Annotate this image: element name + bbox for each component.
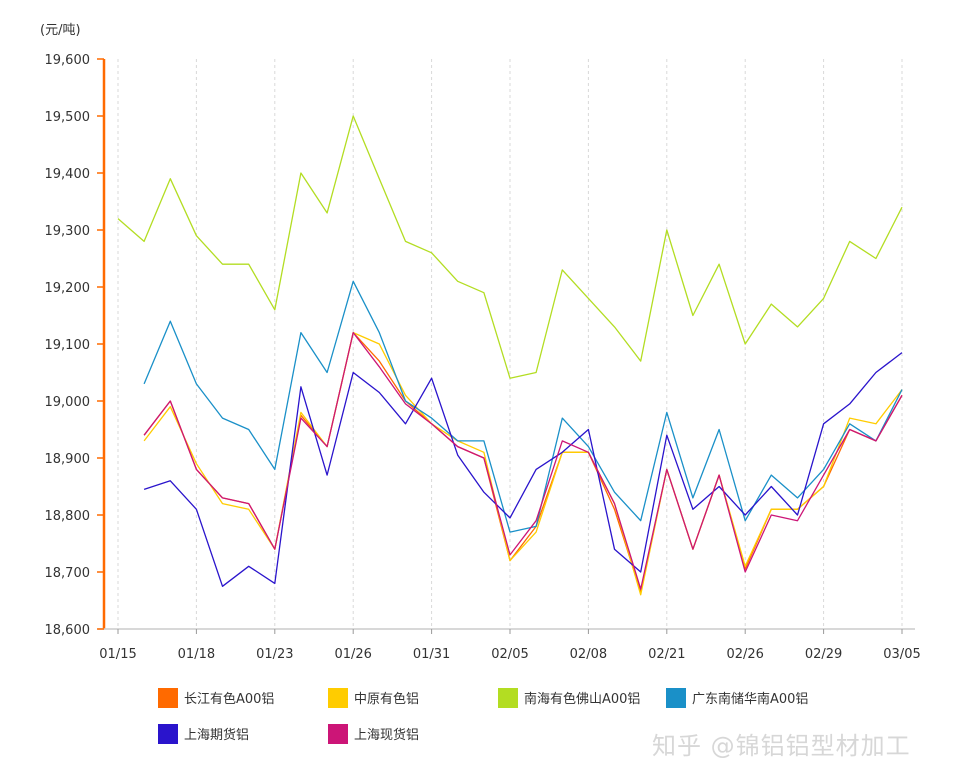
legend-swatch [328,724,348,744]
y-axis-unit-label: (元/吨) [40,23,81,38]
x-tick-label: 01/18 [178,647,215,662]
x-tick-label: 03/05 [883,647,920,662]
y-tick-label: 18,900 [45,452,91,467]
y-tick-label: 18,700 [45,566,91,581]
series-lines [117,115,903,596]
y-tick-label: 19,600 [45,53,91,68]
legend-item[interactable]: 南海有色佛山A00铝 [498,688,640,708]
legend-label: 广东南储华南A00铝 [692,691,808,707]
y-tick-label: 19,000 [45,395,91,410]
x-tick-label: 02/08 [570,647,607,662]
series-line-2 [143,331,903,596]
x-axis-ticks: 01/15 01/18 01/23 01/26 01/31 02/05 02/08 02/21… [99,629,921,662]
legend-item[interactable]: 上海期货铝 [158,724,249,744]
x-tick-label: 01/26 [334,647,371,662]
series-line-1 [143,331,903,593]
series-line-6 [143,331,903,590]
legend-item[interactable]: 上海现货铝 [328,724,419,744]
legend-label: 南海有色佛山A00铝 [524,691,640,707]
watermark-text: 知乎 @锦铝铝型材加工 [652,732,911,760]
legend-swatch [158,724,178,744]
y-tick-label: 18,600 [45,623,91,638]
series-line-4 [143,280,903,533]
y-tick-label: 19,200 [45,281,91,296]
legend-swatch [158,688,178,708]
x-tick-label: 02/29 [805,647,842,662]
x-tick-label: 01/31 [413,647,450,662]
x-tick-label: 02/21 [648,647,685,662]
x-tick-label: 01/15 [99,647,136,662]
y-tick-label: 19,500 [45,110,91,125]
legend-label: 中原有色铝 [354,691,419,707]
legend-label: 上海期货铝 [184,727,249,743]
legend-item[interactable]: 中原有色铝 [328,688,419,708]
series-line-3 [117,115,903,379]
x-tick-label: 02/05 [491,647,528,662]
legend-swatch [328,688,348,708]
y-tick-label: 19,400 [45,167,91,182]
series-line-5 [143,352,903,587]
legend-swatch [498,688,518,708]
vertical-gridlines [117,59,903,629]
legend-item[interactable]: 长江有色A00铝 [158,688,274,708]
y-tick-label: 18,800 [45,509,91,524]
y-tick-label: 19,300 [45,224,91,239]
y-axis-ticks: 19,600 19,500 19,400 19,300 19,200 19,100 19,0… [45,53,104,638]
legend-item[interactable]: 广东南储华南A00铝 [666,688,808,708]
legend-label: 长江有色A00铝 [184,691,274,707]
legend-label: 上海现货铝 [354,727,419,743]
x-tick-label: 01/23 [256,647,293,662]
x-tick-label: 02/26 [726,647,763,662]
y-tick-label: 19,100 [45,338,91,353]
legend-swatch [666,688,686,708]
